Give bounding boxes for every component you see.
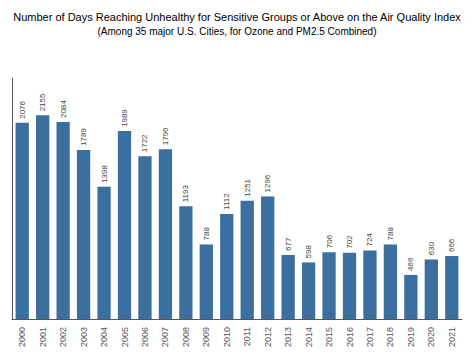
svg-text:630: 630 xyxy=(427,242,436,256)
svg-text:466: 466 xyxy=(406,257,415,271)
svg-text:2013: 2013 xyxy=(283,327,293,347)
svg-text:1722: 1722 xyxy=(140,134,149,152)
svg-text:2012: 2012 xyxy=(263,327,273,347)
svg-text:2076: 2076 xyxy=(18,100,27,118)
svg-text:666: 666 xyxy=(447,238,456,252)
svg-text:1989: 1989 xyxy=(120,109,129,127)
svg-text:2011: 2011 xyxy=(242,327,252,346)
svg-text:677: 677 xyxy=(284,237,293,251)
svg-text:1796: 1796 xyxy=(161,127,170,145)
svg-text:1251: 1251 xyxy=(243,178,252,196)
svg-text:2021: 2021 xyxy=(447,327,457,347)
svg-text:2014: 2014 xyxy=(304,327,314,347)
svg-text:1398: 1398 xyxy=(100,165,109,183)
svg-text:2020: 2020 xyxy=(426,327,436,347)
svg-text:2008: 2008 xyxy=(181,327,191,347)
svg-text:2018: 2018 xyxy=(385,327,395,347)
svg-text:724: 724 xyxy=(365,233,374,247)
svg-text:1789: 1789 xyxy=(79,128,88,146)
svg-text:706: 706 xyxy=(325,234,334,248)
svg-text:2001: 2001 xyxy=(38,327,48,347)
svg-text:2015: 2015 xyxy=(324,327,334,347)
svg-text:788: 788 xyxy=(386,227,395,241)
svg-text:598: 598 xyxy=(304,245,313,259)
svg-text:788: 788 xyxy=(202,227,211,241)
svg-text:1112: 1112 xyxy=(222,193,231,210)
svg-text:Number of Days Reaching Unheal: Number of Days Reaching Unhealthy for Se… xyxy=(13,11,461,23)
svg-text:2010: 2010 xyxy=(222,327,232,347)
svg-text:2019: 2019 xyxy=(406,327,416,347)
svg-text:2002: 2002 xyxy=(58,327,68,347)
svg-text:2084: 2084 xyxy=(59,100,68,118)
svg-text:2000: 2000 xyxy=(17,327,27,347)
svg-text:1193: 1193 xyxy=(181,184,190,202)
svg-text:2009: 2009 xyxy=(201,327,211,347)
svg-text:2004: 2004 xyxy=(99,327,109,347)
svg-text:2005: 2005 xyxy=(120,327,130,347)
svg-text:2155: 2155 xyxy=(38,93,47,111)
svg-text:702: 702 xyxy=(345,235,354,249)
svg-text:2016: 2016 xyxy=(345,327,355,347)
svg-text:2007: 2007 xyxy=(160,327,170,347)
svg-text:1296: 1296 xyxy=(263,174,272,192)
svg-text:2003: 2003 xyxy=(79,327,89,347)
svg-text:2017: 2017 xyxy=(365,327,375,347)
svg-text:(Among 35 major U.S. Cities, f: (Among 35 major U.S. Cities, for Ozone a… xyxy=(97,26,376,37)
svg-text:2006: 2006 xyxy=(140,327,150,347)
